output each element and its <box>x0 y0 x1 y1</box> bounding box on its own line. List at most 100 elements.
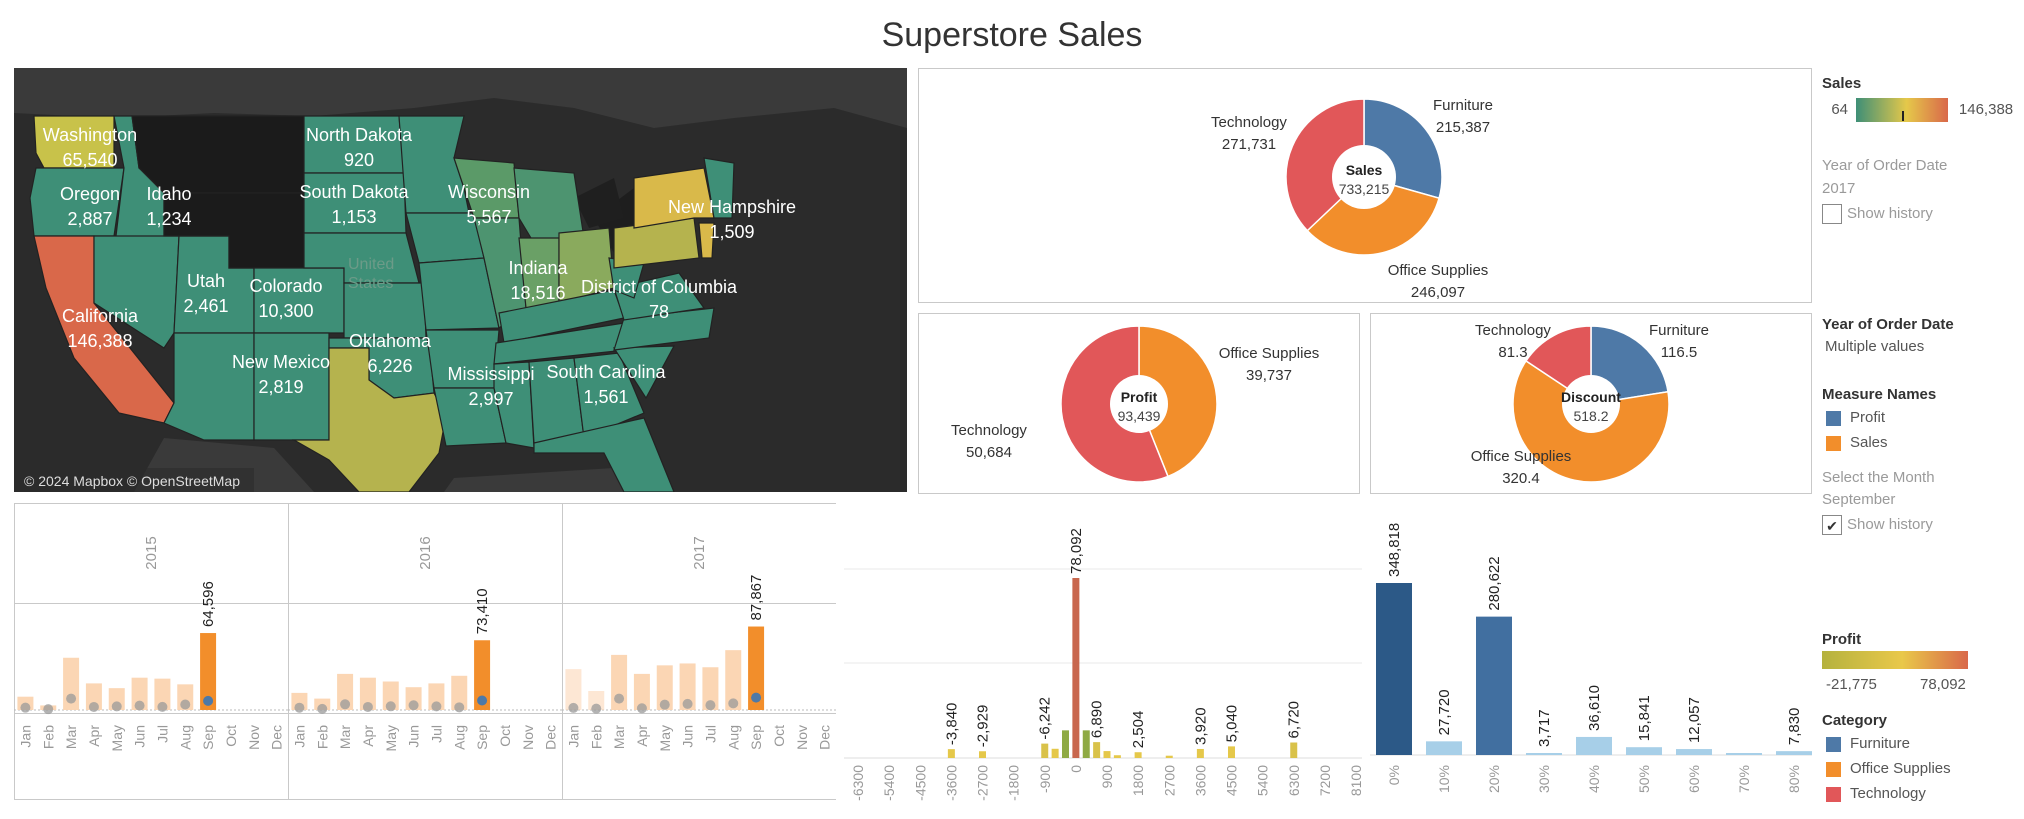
discount-bar-30[interactable] <box>1526 753 1562 755</box>
sales-bar-2016-Apr[interactable] <box>359 677 376 710</box>
sales-donut-slice-office-supplies[interactable] <box>1306 176 1440 256</box>
profit-dot-2016-May[interactable] <box>385 701 396 712</box>
hist-bar[interactable] <box>1134 752 1142 758</box>
profit-dot-2017-May[interactable] <box>659 699 670 710</box>
profit-dot-2017-Jul[interactable] <box>705 700 716 711</box>
sales-bar-2015-Jun[interactable] <box>131 677 148 710</box>
hist-bar[interactable] <box>1082 730 1090 758</box>
profit-dot-2015-Feb[interactable] <box>43 704 54 715</box>
profit-dot-2017-Sep[interactable] <box>751 692 762 703</box>
sales-donut-chart[interactable]: Sales 733,215 Furniture 215,387 Office Suppl… <box>919 69 1811 302</box>
profit-dot-2015-Mar[interactable] <box>66 693 77 704</box>
state-georgia <box>573 352 645 439</box>
sales-bar-2017-Apr[interactable] <box>633 673 650 710</box>
sales-bar-2015-Apr[interactable] <box>85 683 102 710</box>
profit-dot-2017-Aug[interactable] <box>728 698 739 709</box>
hist-bar[interactable] <box>1093 742 1101 758</box>
sales-bar-2016-Jul[interactable] <box>428 683 445 710</box>
category-legend-office-supplies[interactable]: Office Supplies <box>1826 760 1951 777</box>
discount-bar-70[interactable] <box>1726 753 1762 755</box>
profit-histogram-chart[interactable]: -3,840 -2,929 -6,242 78,092 6,890 2,504 3,920 5… <box>844 503 1362 803</box>
month-show-history-checkbox[interactable]: ✔ <box>1822 515 1842 535</box>
sales-map[interactable]: United States Washington 65,540 Oregon 2,88… <box>14 68 907 493</box>
profit-donut-chart[interactable]: Profit 93,439 Office Supplies 39,737 Technol… <box>919 314 1359 493</box>
hist-bar[interactable] <box>1051 748 1059 758</box>
sales-bar-2017-Feb[interactable] <box>588 691 605 710</box>
sales-bar-2015-Sep[interactable] <box>200 633 217 710</box>
profit-dot-2017-Jan[interactable] <box>568 702 579 713</box>
profit-dot-2016-Jul[interactable] <box>431 701 442 712</box>
sales-donut-slice-technology[interactable] <box>1285 98 1365 232</box>
measure-legend-sales[interactable]: Sales <box>1826 434 1888 451</box>
category-legend-furniture[interactable]: Furniture <box>1826 735 1910 752</box>
profit-dot-2015-Jan[interactable] <box>20 702 31 713</box>
month-filter-value[interactable]: September <box>1822 491 1896 508</box>
map-canvas[interactable]: United States Washington 65,540 Oregon 2,88… <box>14 68 907 493</box>
sales-bar-2016-Aug[interactable] <box>451 675 468 710</box>
discount-bar-20[interactable] <box>1476 616 1512 755</box>
hist-bar[interactable] <box>1290 742 1298 758</box>
profit-dot-2015-Jul[interactable] <box>157 701 168 712</box>
profit-dot-2015-May[interactable] <box>111 701 122 712</box>
hist-bar[interactable] <box>1113 755 1121 758</box>
monthly-sales-chart[interactable]: 2015 Jan Feb Mar Apr May Jun Jul Aug Sep Oct Nov Dec… <box>14 503 836 803</box>
hist-bar[interactable] <box>1103 751 1111 758</box>
discount-donut-chart[interactable]: Discount 518.2 Furniture 116.5 Office Suppli… <box>1371 314 1811 493</box>
discount-sales-chart[interactable]: 348,818 0% 27,720 10% 280,622 20% 3,717 30% 36,6… <box>1370 503 1812 803</box>
sales-bar-2017-Jun[interactable] <box>679 663 696 710</box>
profit-dot-2015-Sep[interactable] <box>203 695 214 706</box>
profit-dot-2017-Feb[interactable] <box>591 703 602 714</box>
profit-donut-slice-office-supplies[interactable] <box>1138 325 1218 478</box>
year-filter-value[interactable]: 2017 <box>1822 180 1856 197</box>
category-legend-technology[interactable]: Technology <box>1826 785 1926 802</box>
measure-legend-profit[interactable]: Profit <box>1826 409 1885 426</box>
show-history-checkbox[interactable] <box>1822 204 1842 224</box>
profit-dot-2016-Jan[interactable] <box>294 702 305 713</box>
profit-dot-2016-Mar[interactable] <box>340 699 351 710</box>
hist-bar[interactable] <box>1062 730 1069 758</box>
profit-dot-2016-Feb[interactable] <box>317 703 328 714</box>
hist-bar[interactable] <box>1196 748 1204 758</box>
profit-dot-2015-Apr[interactable] <box>88 701 99 712</box>
profit-dot-2017-Apr[interactable] <box>636 703 647 714</box>
map-attribution[interactable]: © 2024 Mapbox © OpenStreetMap <box>24 473 240 489</box>
profit-dot-2016-Jun[interactable] <box>408 700 419 711</box>
discount-bar-10[interactable] <box>1426 741 1462 755</box>
sales-bar-2017-May[interactable] <box>656 665 673 710</box>
profit-dot-2016-Sep[interactable] <box>477 695 488 706</box>
map-label-north-dakota: North Dakota <box>306 125 413 145</box>
sales-bar-2016-May[interactable] <box>382 681 399 711</box>
sales-legend-max: 146,388 <box>1958 101 2014 119</box>
hist-bar[interactable] <box>1228 746 1235 758</box>
hist-bar[interactable] <box>1072 578 1080 758</box>
map-label-indiana-value: 18,516 <box>510 283 565 303</box>
discount-bar-80[interactable] <box>1776 751 1812 755</box>
discount-bar-0[interactable] <box>1376 583 1412 755</box>
profit-dot-2017-Jun[interactable] <box>682 698 693 709</box>
profit-dot-2015-Jun[interactable] <box>134 700 145 711</box>
month-tick-2016-Sep: Sep <box>474 725 490 750</box>
profit-dot-2017-Mar[interactable] <box>614 693 625 704</box>
sales-bar-2017-Jul[interactable] <box>702 667 719 710</box>
show-history-toggle[interactable]: Show history <box>1822 204 1933 224</box>
hist-bar[interactable] <box>1041 743 1049 758</box>
month-show-history-toggle[interactable]: ✔ Show history <box>1822 515 1933 535</box>
profit-dot-2016-Apr[interactable] <box>362 701 373 712</box>
discount-bar-50[interactable] <box>1626 747 1662 755</box>
year-filter-2-value[interactable]: Multiple values <box>1825 338 1925 355</box>
sales-bar-2017-Sep[interactable] <box>748 626 765 710</box>
hist-bar[interactable] <box>979 751 986 758</box>
month-tick-2016-Feb: Feb <box>314 725 330 749</box>
sales-bar-2016-Mar[interactable] <box>337 673 354 710</box>
hist-bar-label: -6,242 <box>1037 697 1054 740</box>
profit-dot-2016-Aug[interactable] <box>454 702 465 713</box>
sales-bar-2017-Aug[interactable] <box>725 650 742 710</box>
hist-bar[interactable] <box>947 749 955 758</box>
discount-bar-60[interactable] <box>1676 749 1712 755</box>
sales-bar-2017-Jan[interactable] <box>565 669 582 710</box>
sales-bar-2016-Sep[interactable] <box>474 640 491 710</box>
profit-dot-2015-Aug[interactable] <box>180 699 191 710</box>
sales-bar-2015-Jul[interactable] <box>154 678 171 710</box>
hist-bar[interactable] <box>1165 755 1173 758</box>
discount-bar-40[interactable] <box>1576 736 1612 755</box>
